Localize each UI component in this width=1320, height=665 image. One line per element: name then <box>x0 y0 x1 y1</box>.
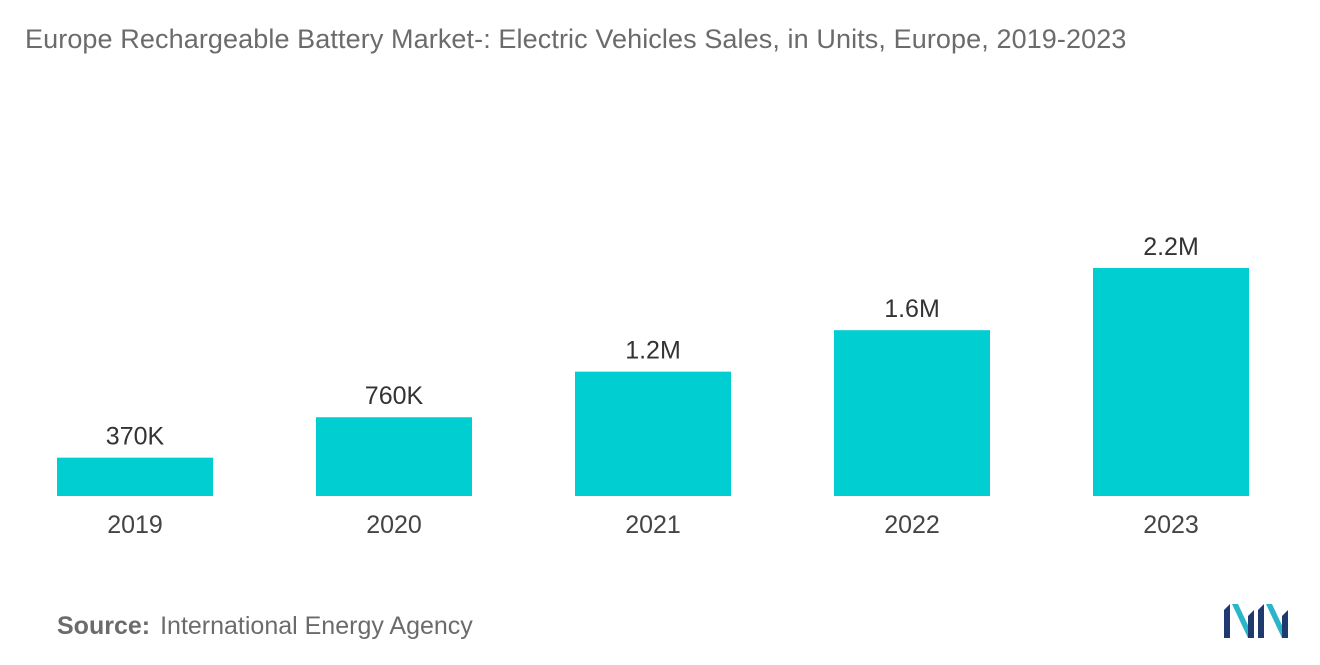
x-tick-label-2021: 2021 <box>625 511 681 539</box>
x-tick-label-2020: 2020 <box>366 511 422 539</box>
source-text: International Energy Agency <box>160 612 473 640</box>
bar-2023 <box>1093 268 1249 496</box>
bar-2022 <box>834 330 990 496</box>
data-label-2023: 2.2M <box>1143 233 1199 261</box>
x-tick-label-2023: 2023 <box>1143 511 1199 539</box>
x-tick-labels-group: 2019 2020 2021 2022 2023 <box>107 511 1199 539</box>
bar-2021 <box>575 371 731 496</box>
bar-2020 <box>316 417 472 496</box>
x-tick-label-2022: 2022 <box>884 511 940 539</box>
bars-group <box>57 268 1249 496</box>
bar-chart: 370K 760K 1.2M 1.6M 2.2M 2019 2020 2021 2022 202… <box>57 233 1249 539</box>
data-label-2022: 1.6M <box>884 295 940 323</box>
bar-2019 <box>57 457 213 496</box>
source-note: Source: International Energy Agency <box>57 612 473 641</box>
mordor-intelligence-logo-icon <box>1224 604 1288 638</box>
data-label-2019: 370K <box>106 423 165 451</box>
data-label-2020: 760K <box>365 382 424 410</box>
data-label-2021: 1.2M <box>625 337 681 365</box>
source-label: Source: <box>57 612 151 640</box>
data-labels-group: 370K 760K 1.2M 1.6M 2.2M <box>106 233 1199 451</box>
chart-title: Europe Rechargeable Battery Market-: Ele… <box>25 24 1127 54</box>
x-tick-label-2019: 2019 <box>107 511 163 539</box>
